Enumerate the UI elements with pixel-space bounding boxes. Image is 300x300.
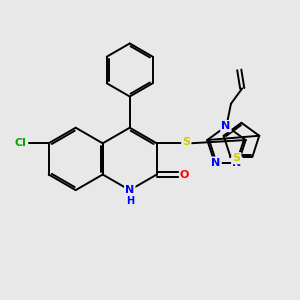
Text: S: S bbox=[232, 153, 240, 163]
Text: N: N bbox=[232, 158, 242, 168]
Text: N: N bbox=[212, 158, 221, 168]
Text: Cl: Cl bbox=[15, 138, 26, 148]
Text: N: N bbox=[221, 121, 230, 131]
Text: O: O bbox=[180, 169, 189, 179]
Text: S: S bbox=[182, 137, 190, 147]
Text: H: H bbox=[126, 196, 134, 206]
Text: N: N bbox=[125, 185, 134, 195]
